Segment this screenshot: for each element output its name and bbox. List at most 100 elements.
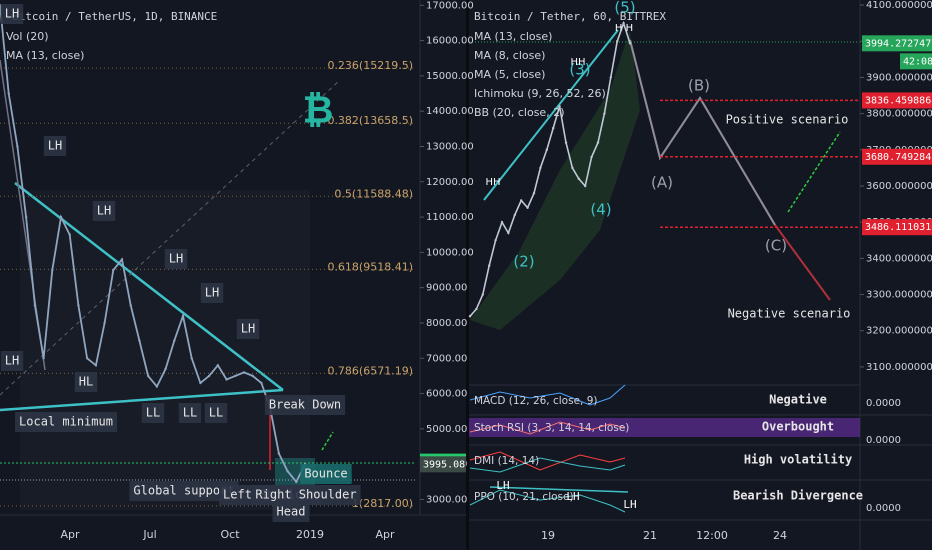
price-point xyxy=(199,381,202,385)
y-tick-label: 5000.00 xyxy=(426,424,467,435)
subpanel-note: Bearish Divergence xyxy=(733,489,863,503)
indicator-label: MA (13, close) xyxy=(6,49,84,62)
price-point xyxy=(468,315,472,318)
y-tick-label: 7000.00 xyxy=(426,353,467,364)
price-point xyxy=(94,364,98,367)
price-point xyxy=(138,339,141,342)
annotation-bg xyxy=(178,403,202,423)
annotation: LH xyxy=(241,322,255,336)
y-tick-label: 3000.00 xyxy=(426,494,467,505)
scenario-label: Positive scenario xyxy=(726,113,849,127)
left-drawings xyxy=(0,0,466,516)
level-tag-bg xyxy=(862,92,932,109)
x-tick-label: 12:00 xyxy=(696,529,728,542)
level-tag: 3680.74928426 xyxy=(865,152,932,163)
price-point xyxy=(164,367,167,371)
wave-label: (4) xyxy=(590,201,611,219)
y-tick-label: 17000.00 xyxy=(426,0,474,11)
annotation-bg xyxy=(204,403,228,423)
annotation-bg xyxy=(129,481,239,501)
price-tag-bg xyxy=(420,456,466,473)
price-point xyxy=(24,215,28,219)
price-point xyxy=(207,374,211,378)
price-point xyxy=(622,21,625,25)
wave-label: (B) xyxy=(688,77,710,95)
left-title: Bitcoin / TetherUS, 1D, BINANCE xyxy=(12,10,217,23)
subpanel-axis-label: 0.0000 xyxy=(866,503,901,514)
price-point xyxy=(481,293,484,296)
annotation: LH xyxy=(205,286,219,300)
annotation-bg xyxy=(236,319,260,339)
price-point xyxy=(539,166,542,170)
price-point xyxy=(590,155,593,159)
price-point xyxy=(571,166,574,170)
price-point xyxy=(616,40,619,43)
price-tag-bg xyxy=(862,35,932,52)
price-point xyxy=(129,304,132,307)
annotation: LL xyxy=(209,406,223,420)
price-point xyxy=(181,314,185,318)
price-point xyxy=(42,357,45,360)
x-tick-label: Apr xyxy=(60,528,80,541)
level-tag: 3486.11103100 xyxy=(865,222,932,233)
price-point xyxy=(260,381,263,385)
annotation: LH xyxy=(5,7,19,21)
price-point xyxy=(475,307,478,311)
price-point xyxy=(520,199,523,202)
ppo-label: LH xyxy=(496,479,509,492)
y-tick-label: 3800.00000000 xyxy=(866,109,932,120)
indicator-label: MA (8, close) xyxy=(474,49,545,62)
price-point xyxy=(103,321,106,325)
price-point xyxy=(628,42,632,45)
price-line xyxy=(0,5,306,484)
price-point xyxy=(500,220,504,224)
y-tick-label: 10000.00 xyxy=(426,247,474,258)
subpanel-name: MACD (12, 26, close, 9) xyxy=(474,395,597,407)
indicator-label: BB (20, close, 2) xyxy=(474,106,565,119)
x-tick-label: 19 xyxy=(541,529,555,542)
annotation: LH xyxy=(5,354,19,368)
price-point xyxy=(33,304,37,307)
annotation-bg xyxy=(74,372,98,392)
price-point xyxy=(234,374,237,378)
subpanel-name: PPO (10, 21, close) xyxy=(474,491,574,503)
fib-label: 0.236(15219.5) xyxy=(327,59,413,72)
price-point xyxy=(16,145,19,148)
wave-label: (A) xyxy=(651,174,673,192)
price-point xyxy=(545,148,548,152)
annotation: HL xyxy=(79,375,93,389)
y-tick-label: 8000.00 xyxy=(426,318,467,329)
bitcoin-logo: ₿ xyxy=(303,88,334,132)
subpanel-axis-label: 0.0000 xyxy=(866,435,901,446)
ppo-label: LH xyxy=(566,490,579,503)
indicator-label: MA (5, close) xyxy=(474,68,545,81)
indicator-label: Vol (20) xyxy=(6,30,49,43)
y-tick-label: 3100.00000000 xyxy=(866,362,932,373)
y-tick-label: 9000.00 xyxy=(426,283,467,294)
right-title: Bitcoin / Tether, 60, BITTREX xyxy=(474,10,666,23)
price-point xyxy=(488,264,491,267)
annotation-bg xyxy=(0,351,24,371)
annotation-bg xyxy=(300,464,352,484)
annotation: LH xyxy=(48,139,62,153)
y-tick-label: 3600.00000000 xyxy=(866,181,932,192)
subpanel-note: Negative xyxy=(769,393,827,407)
price-point xyxy=(577,177,580,180)
x-tick-label: 2019 xyxy=(296,528,324,541)
y-tick-label: 13000.00 xyxy=(426,141,474,152)
wave-label: HH xyxy=(570,57,585,68)
y-tick-label: 3200.00000000 xyxy=(866,326,932,337)
fib-label: 0.786(6571.19) xyxy=(327,364,413,377)
subpanel-name: DMI (14, 14) xyxy=(474,455,539,467)
price-point xyxy=(242,371,246,374)
price-point xyxy=(77,304,80,307)
x-tick-label: Jul xyxy=(142,528,156,541)
annotation: Right Shoulder xyxy=(255,488,356,502)
wave-label: (C) xyxy=(765,237,787,255)
price-point xyxy=(155,385,159,388)
y-tick-label: 16000.00 xyxy=(426,36,474,47)
price-point xyxy=(609,76,612,79)
price-point xyxy=(596,141,600,144)
annotation-bg xyxy=(264,395,346,415)
price-point xyxy=(59,215,63,219)
